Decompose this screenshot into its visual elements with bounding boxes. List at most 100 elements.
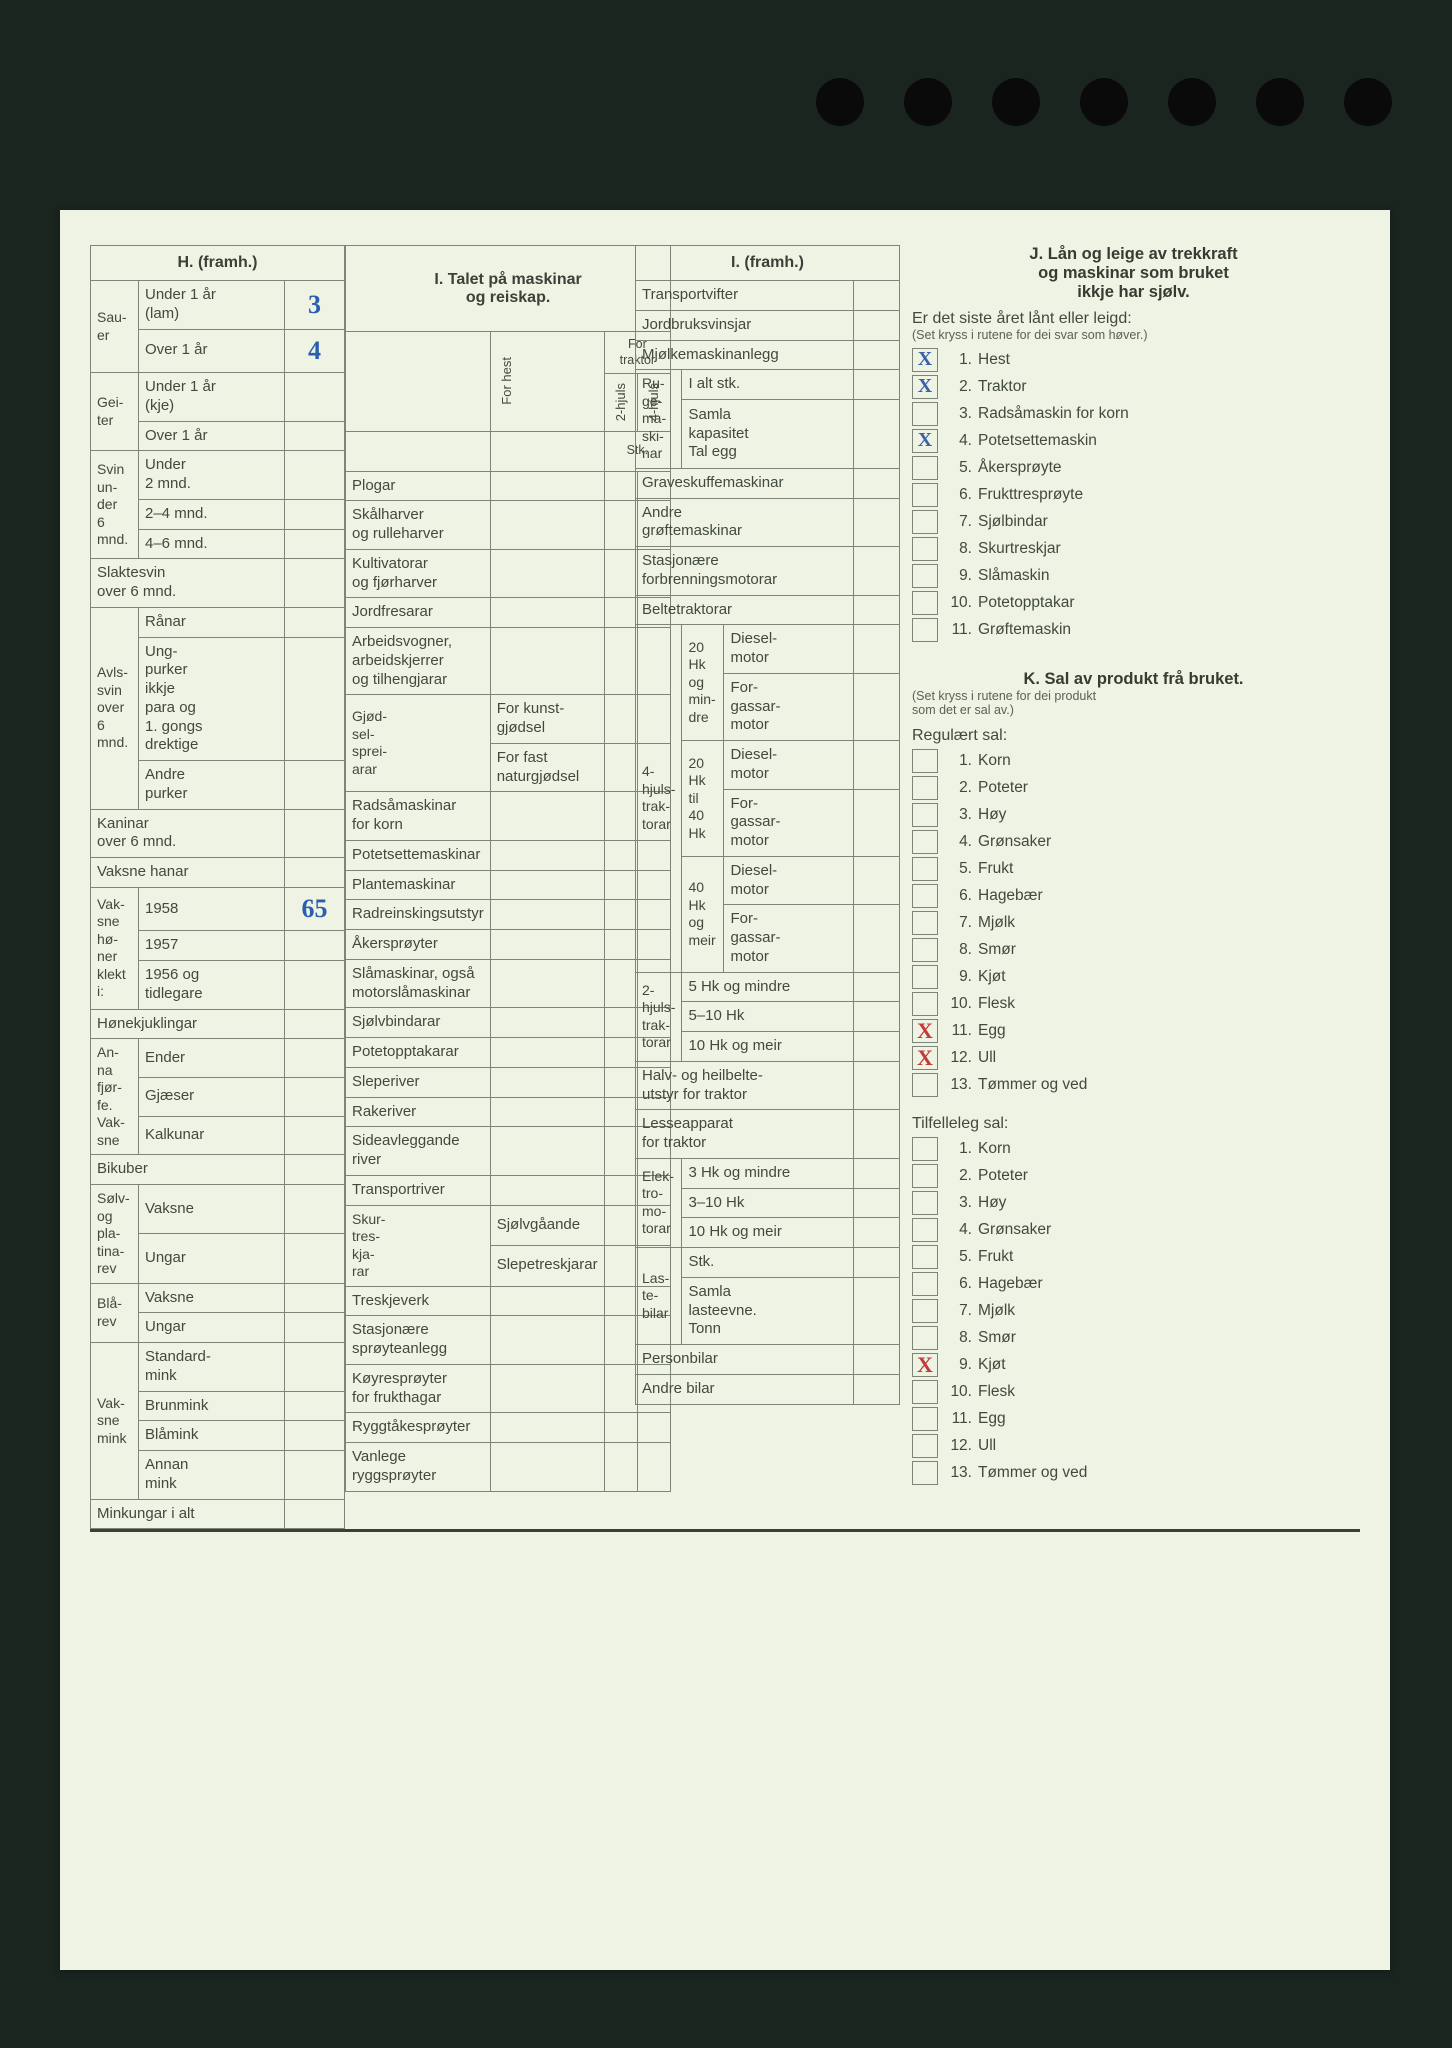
i-cell [604, 1413, 637, 1443]
checkbox[interactable]: X [912, 1353, 938, 1377]
checkbox[interactable] [912, 1073, 938, 1097]
checkbox[interactable]: X [912, 1019, 938, 1043]
checkbox[interactable] [912, 483, 938, 507]
checkbox[interactable] [912, 537, 938, 561]
checkbox[interactable] [912, 1299, 938, 1323]
checkbox[interactable] [912, 510, 938, 534]
item-label: Skurtreskjar [978, 540, 1061, 558]
i2-cell [854, 370, 900, 400]
checklist-item: X1.Hest [912, 348, 1355, 372]
checkbox[interactable] [912, 992, 938, 1016]
i2-row-label: Mjølkemaskinanlegg [636, 340, 854, 370]
checkbox[interactable] [912, 911, 938, 935]
checkbox[interactable] [912, 749, 938, 773]
item-label: Traktor [978, 378, 1027, 396]
i-row-label: Slåmaskinar, også motorslåmaskinar [346, 959, 491, 1008]
checklist-item: 6.Hagebær [912, 1272, 1355, 1296]
h-row-value [285, 1116, 345, 1155]
checkbox[interactable] [912, 1137, 938, 1161]
checkbox[interactable] [912, 1164, 938, 1188]
checkbox[interactable] [912, 591, 938, 615]
checkbox[interactable] [912, 965, 938, 989]
checkbox[interactable]: X [912, 1046, 938, 1070]
h-group-label: Sølv- og pla- tina- rev [91, 1185, 139, 1284]
checkbox[interactable] [912, 456, 938, 480]
h-row-label: Ungar [139, 1234, 285, 1283]
checkbox[interactable] [912, 857, 938, 881]
table-H: H. (framh.) Sau- erUnder 1 år (lam)3Over… [90, 245, 345, 1529]
i2-cell [854, 1032, 900, 1062]
i2-row-label: For- gassar- motor [724, 789, 854, 856]
h-row-value [285, 559, 345, 608]
i2-cell [854, 741, 900, 790]
item-label: Hagebær [978, 887, 1043, 905]
checklist-item: X12.Ull [912, 1046, 1355, 1070]
item-number: 8. [946, 1329, 972, 1347]
checkbox[interactable] [912, 884, 938, 908]
i2-row-label: Diesel- motor [724, 741, 854, 790]
h-group-label: Svin un- der 6 mnd. [91, 451, 139, 559]
checkbox[interactable] [912, 1380, 938, 1404]
checkbox[interactable] [912, 803, 938, 827]
checkbox[interactable]: X [912, 429, 938, 453]
i2-cell [854, 789, 900, 856]
h-row-value [285, 1039, 345, 1078]
checkbox[interactable] [912, 1272, 938, 1296]
i-cell [490, 792, 604, 841]
checkbox[interactable] [912, 1218, 938, 1242]
checkbox[interactable] [912, 618, 938, 642]
item-label: Egg [978, 1410, 1006, 1428]
checkbox[interactable] [912, 1245, 938, 1269]
h-row-label: Under 1 år (kje) [139, 373, 285, 422]
h-group-label: Vak- sne hø- ner klekt i: [91, 887, 139, 1009]
checklist-item: 7.Sjølbindar [912, 510, 1355, 534]
item-label: Ull [978, 1437, 996, 1455]
checkbox[interactable]: X [912, 375, 938, 399]
i-cell [490, 1097, 604, 1127]
h-row-value [285, 1313, 345, 1343]
checklist-item: 5.Frukt [912, 1245, 1355, 1269]
item-label: Frukt [978, 860, 1013, 878]
i2-row-label: For- gassar- motor [724, 905, 854, 972]
checklist-item: 12.Ull [912, 1434, 1355, 1458]
checkbox[interactable] [912, 564, 938, 588]
checkbox[interactable] [912, 1461, 938, 1485]
k-reg-heading: Regulært sal: [912, 727, 1355, 745]
h-group-label: Vak- sne mink [91, 1343, 139, 1500]
i2-row-label: Diesel- motor [724, 625, 854, 674]
i-row-label: Potetsettemaskinar [346, 840, 491, 870]
item-number: 2. [946, 1167, 972, 1185]
checkbox[interactable] [912, 1326, 938, 1350]
i-row-label: Sideavleggande river [346, 1127, 491, 1176]
i-row-label: For fast naturgjødsel [490, 743, 604, 792]
checkbox[interactable] [912, 830, 938, 854]
i-cell [490, 598, 604, 628]
i-row-label: Arbeidsvogner, arbeidskjerrer og tilheng… [346, 628, 491, 695]
i-cell [490, 1008, 604, 1038]
h-row-value [285, 373, 345, 422]
h-row-label: 1956 og tidlegare [139, 961, 285, 1010]
h-row-label: Annan mink [139, 1451, 285, 1500]
checkbox[interactable] [912, 1191, 938, 1215]
item-number: 11. [946, 621, 972, 639]
checkbox[interactable] [912, 776, 938, 800]
i-row-label: Plogar [346, 471, 491, 501]
i2-subgroup-label: 20 Hk og min- dre [682, 625, 724, 741]
item-number: 12. [946, 1049, 972, 1067]
checkbox[interactable] [912, 1407, 938, 1431]
i-cell [604, 1097, 637, 1127]
i-cell [490, 1175, 604, 1205]
i-cell [604, 840, 637, 870]
item-label: Korn [978, 752, 1011, 770]
i-cell [604, 1175, 637, 1205]
checkbox[interactable]: X [912, 348, 938, 372]
checkbox[interactable] [912, 402, 938, 426]
i2-row-label: For- gassar- motor [724, 673, 854, 740]
table-I: I. Talet på maskinar og reiskap. For hes… [345, 245, 671, 1492]
checkbox[interactable] [912, 1434, 938, 1458]
item-number: 7. [946, 914, 972, 932]
item-label: Hest [978, 351, 1010, 369]
checkbox[interactable] [912, 938, 938, 962]
h-row-value [285, 451, 345, 500]
item-number: 6. [946, 1275, 972, 1293]
